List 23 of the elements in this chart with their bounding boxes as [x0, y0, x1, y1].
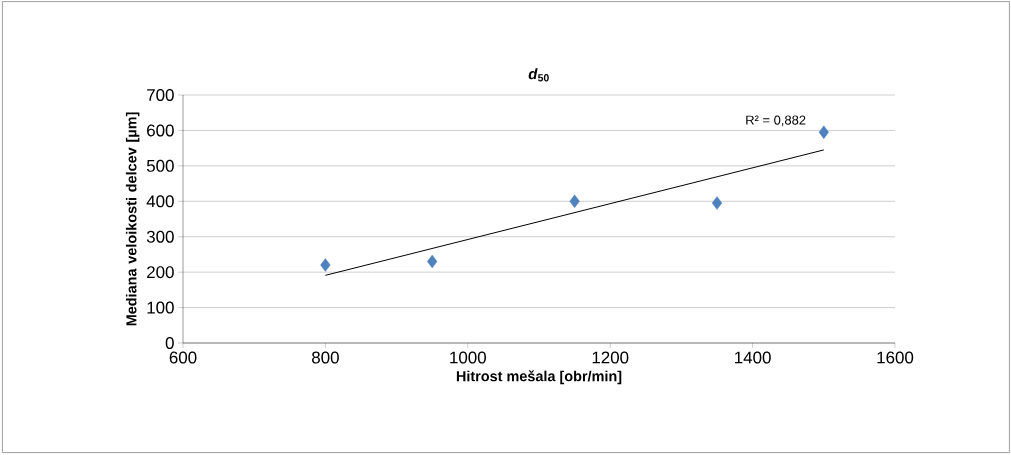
x-tick-label: 1000 — [450, 351, 486, 364]
x-tick-label: 1400 — [735, 351, 771, 364]
y-tick-label: 700 — [147, 89, 174, 101]
x-tick-label: 1200 — [592, 351, 629, 364]
x-tick-label: 600 — [169, 351, 197, 364]
y-tick-label: 200 — [147, 266, 174, 279]
y-tick-label: 500 — [146, 159, 174, 172]
y-tick-label: 300 — [146, 230, 174, 243]
y-tick-label: 400 — [146, 195, 174, 208]
x-axis-title: Hitrost mešala [obr/min] — [456, 370, 622, 385]
y-tick-label: 600 — [147, 124, 174, 137]
point — [711, 196, 723, 210]
point — [569, 194, 580, 208]
point — [818, 125, 829, 139]
x-tick-label: 800 — [312, 351, 339, 364]
annotation: R² = 0,882 — [746, 115, 806, 127]
y-tick-label: 0 — [165, 337, 174, 349]
y-axis-title: Mediana veloikosti delcev [µm] — [125, 112, 140, 326]
point — [320, 258, 331, 272]
chart-title: d$_{50}$ — [528, 68, 549, 82]
y-tick-label: 100 — [147, 301, 174, 314]
x-tick-label: 1600 — [877, 351, 914, 364]
point — [427, 254, 438, 269]
